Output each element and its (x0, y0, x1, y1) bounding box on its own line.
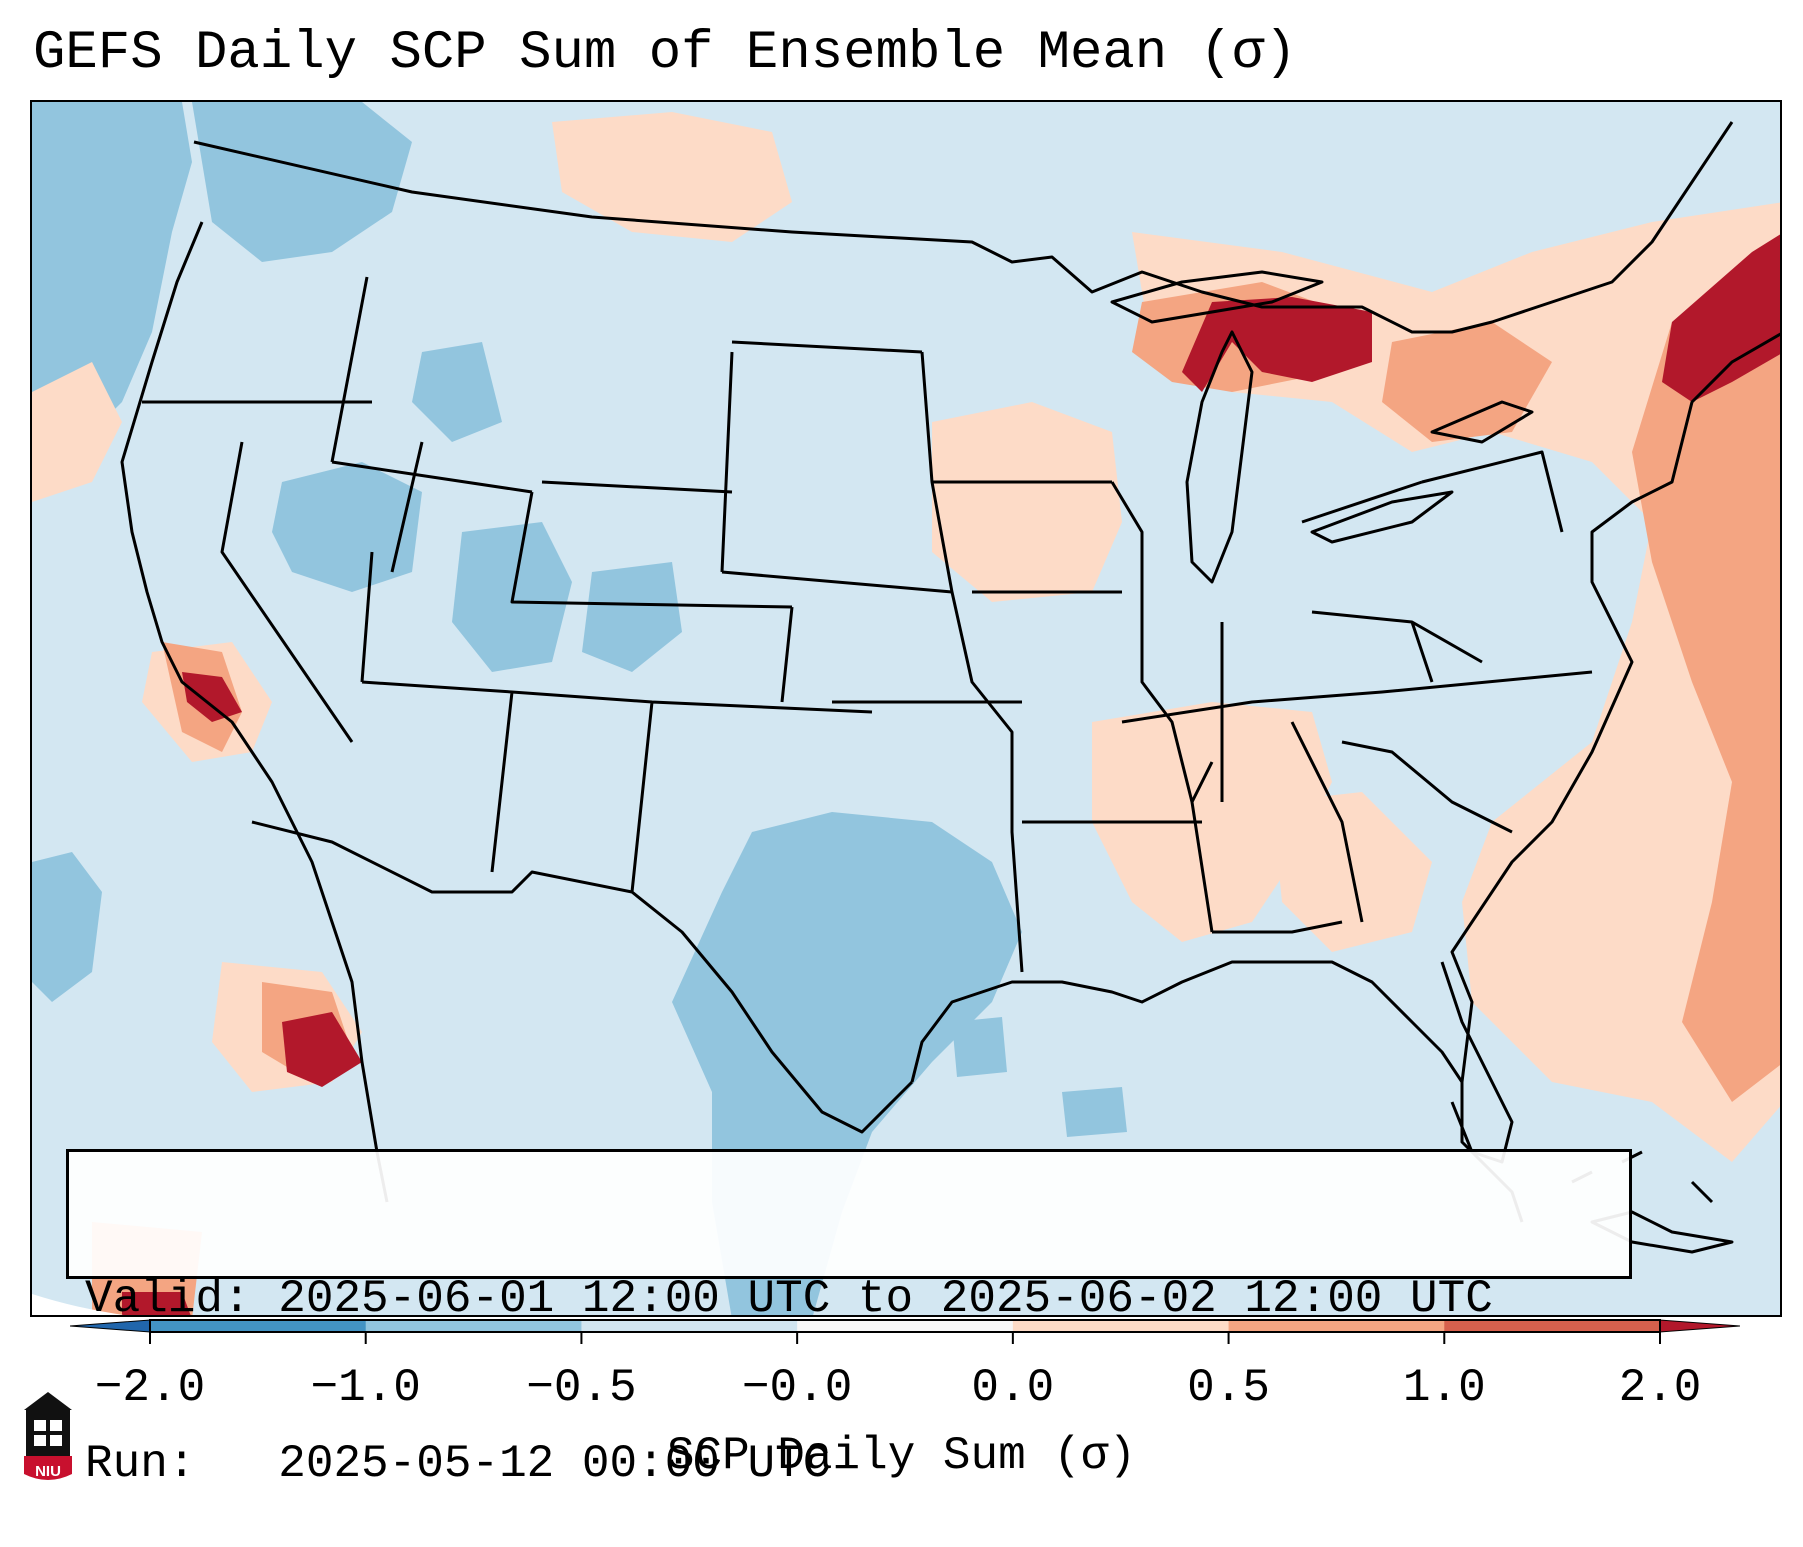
colorbar-tick-label: −0.5 (526, 1362, 637, 1414)
colorbar-tick-label: 0.0 (971, 1362, 1055, 1414)
positive-region-great-lakes (1132, 202, 1780, 1162)
colorbar-segment (150, 1320, 367, 1332)
valid-time-text: Valid: 2025-06-01 12:00 UTC to 2025-06-0… (85, 1273, 1493, 1325)
negative-region-washington (192, 102, 412, 262)
positive-region-oregon-coast (32, 362, 122, 502)
colorbar-extend-low (70, 1319, 151, 1333)
colorbar-segment (1444, 1320, 1661, 1332)
colorbar-segment (581, 1320, 798, 1332)
colorbar-tick-label: −2.0 (94, 1362, 206, 1414)
moderate-region-atlantic (1632, 283, 1780, 1102)
high-region-new-england (1662, 234, 1780, 402)
colorbar-tick-label: 1.0 (1402, 1362, 1486, 1414)
gulf-coast (910, 960, 1524, 1223)
map-title: GEFS Daily SCP Sum of Ensemble Mean (σ) (33, 23, 1297, 84)
high-region-upper-michigan (1182, 297, 1372, 392)
negative-region-colorado (582, 562, 682, 672)
niu-logo-icon: NIU (20, 1390, 76, 1486)
high-region-socal (182, 672, 242, 722)
state-borders-central (832, 351, 1593, 973)
colorbar-tick-labels: −2.0 −1.0 −0.5 −0.0 0.0 0.5 1.0 2.0 (0, 1360, 1803, 1416)
valid-time-box: Valid: 2025-06-01 12:00 UTC to 2025-06-0… (66, 1149, 1632, 1490)
colorbar-tick-label: 2.0 (1618, 1362, 1702, 1414)
logo-graphic (24, 1392, 72, 1480)
negative-region-pacific-north (32, 102, 192, 442)
outside-domain-corner (32, 1294, 124, 1315)
colorbar-segment (1012, 1320, 1230, 1332)
logo-text: NIU (35, 1463, 61, 1480)
us-mexico-border (251, 820, 914, 1134)
negative-region-nevada (272, 462, 422, 592)
state-borders-east (1212, 450, 1564, 934)
high-region-sw-corner (122, 1292, 191, 1315)
lake-superior (1110, 270, 1324, 324)
positive-region-iowa (932, 402, 1122, 602)
east-coast (1450, 332, 1780, 1083)
canada-border (193, 121, 1734, 334)
colorbar-segment (365, 1320, 582, 1332)
moderate-region-northeast (1382, 322, 1552, 442)
colorbar-outline (149, 1319, 1661, 1333)
colorbar-tick-label: 0.5 (1187, 1362, 1270, 1414)
state-borders-west (142, 276, 953, 893)
positive-region-tennessee (1092, 702, 1332, 942)
colorbar-segment (1228, 1320, 1445, 1332)
colorbar-tick-label: −1.0 (310, 1362, 421, 1414)
high-region-baja (282, 1012, 362, 1087)
map-panel (30, 100, 1782, 1317)
positive-region-montana (552, 112, 792, 242)
colorbar-extend-high (1659, 1319, 1740, 1333)
colorbar (70, 1319, 1740, 1344)
lake-erie-ontario (1310, 400, 1534, 544)
colorbar-segment (797, 1320, 1014, 1332)
scp-anomaly-map (32, 102, 1780, 1315)
colorbar-tick-label: −0.0 (741, 1362, 853, 1414)
lake-michigan (1185, 330, 1254, 584)
colorbar-label: SCP Daily Sum (σ) (666, 1430, 1137, 1482)
negative-region-pacific-west (32, 852, 102, 1002)
negative-region-gulf (952, 1017, 1127, 1137)
anomaly-field (32, 102, 1780, 1315)
west-coast (120, 221, 389, 1203)
run-time-text: Run: 2025-05-12 00:00 UTC (85, 1438, 831, 1490)
negative-region-idaho (412, 342, 502, 442)
